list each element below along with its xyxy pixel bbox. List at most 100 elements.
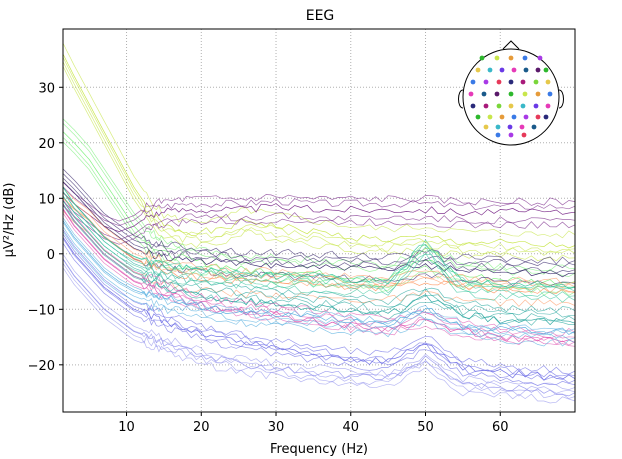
head-outline — [462, 48, 560, 146]
sensor-dot — [507, 124, 513, 130]
psd-channel-line — [62, 199, 576, 336]
x-tick-label: 10 — [118, 420, 135, 435]
psd-channel-line — [62, 236, 576, 381]
sensor-dot — [545, 103, 551, 109]
psd-channel-line — [62, 61, 576, 256]
psd-channel-line — [62, 186, 576, 289]
psd-channel-line — [62, 187, 576, 286]
psd-channel-line — [62, 212, 576, 347]
psd-channel-line — [62, 53, 576, 249]
nose-marker — [502, 40, 520, 50]
sensor-dot — [483, 124, 489, 130]
sensor-dot — [522, 91, 528, 97]
psd-channel-line — [62, 168, 576, 265]
sensor-dot — [481, 91, 487, 97]
y-axis-ticks: −20 −10 0 10 20 30 — [28, 81, 63, 374]
x-tick-label: 40 — [342, 420, 359, 435]
sensor-head-map — [458, 40, 564, 146]
psd-channel-line — [62, 57, 576, 253]
sensor-dot — [521, 132, 527, 138]
psd-channel-line — [62, 196, 576, 293]
sensor-dots — [468, 55, 553, 138]
psd-channel-line — [62, 195, 576, 297]
sensor-dot — [531, 124, 537, 130]
plot-frame — [62, 28, 576, 413]
sensor-dot — [470, 79, 476, 85]
sensor-dot — [543, 114, 549, 120]
x-axis-ticks: 10 20 30 40 50 60 — [118, 412, 509, 435]
sensor-dot — [483, 103, 489, 109]
sensor-dot — [479, 55, 485, 61]
x-tick-label: 60 — [492, 420, 509, 435]
sensor-dot — [470, 103, 476, 109]
sensor-dot — [511, 114, 517, 120]
psd-channel-line — [62, 229, 576, 375]
sensor-dot — [547, 91, 553, 97]
y-tick-label: 30 — [38, 81, 55, 96]
sensor-dot — [511, 67, 517, 73]
sensor-dot — [543, 67, 549, 73]
sensor-dot — [535, 67, 541, 73]
psd-channel-line — [62, 231, 576, 347]
sensor-dot — [520, 103, 526, 109]
psd-channel-line — [62, 43, 576, 239]
psd-channel-line — [62, 243, 576, 386]
sensor-dot — [508, 79, 514, 85]
psd-channel-line — [62, 186, 576, 226]
sensor-dot — [508, 103, 514, 109]
sensor-dot — [487, 114, 493, 120]
psd-series — [62, 43, 576, 404]
psd-channel-line — [62, 181, 576, 222]
sensor-dot — [468, 91, 474, 97]
psd-channel-line — [62, 220, 576, 335]
psd-channel-line — [62, 192, 576, 232]
y-tick-label: −10 — [28, 303, 55, 318]
left-ear — [458, 89, 464, 109]
chart-title: EEG — [306, 8, 335, 24]
sensor-dot — [487, 67, 493, 73]
sensor-dot — [523, 114, 529, 120]
psd-channel-line — [62, 173, 576, 269]
psd-channel-line — [62, 200, 576, 303]
sensor-dot — [494, 55, 500, 61]
sensor-dot — [535, 114, 541, 120]
psd-channel-line — [62, 217, 576, 332]
sensor-dot — [545, 79, 551, 85]
psd-channel-line — [62, 205, 576, 245]
psd-channel-line — [62, 258, 576, 394]
sensor-dot — [508, 91, 514, 97]
y-tick-label: 20 — [38, 137, 55, 152]
sensor-dot — [533, 79, 539, 85]
sensor-dot — [522, 55, 528, 61]
sensor-dot — [499, 67, 505, 73]
psd-channel-line — [62, 204, 576, 326]
psd-channel-line — [62, 259, 576, 397]
y-tick-label: 0 — [47, 248, 55, 263]
sensor-dot — [523, 67, 529, 73]
sensor-dot — [520, 79, 526, 85]
psd-channel-line — [62, 267, 576, 404]
psd-channel-line — [62, 222, 576, 336]
sensor-dot — [495, 132, 501, 138]
x-tick-label: 30 — [268, 420, 285, 435]
sensor-dot — [508, 132, 514, 138]
right-ear — [558, 89, 564, 109]
sensor-dot — [494, 91, 500, 97]
x-tick-label: 50 — [417, 420, 434, 435]
sensor-dot — [519, 124, 525, 130]
psd-channel-line — [62, 66, 576, 262]
psd-channel-line — [62, 233, 576, 378]
psd-channel-line — [62, 137, 576, 290]
sensor-dot — [533, 103, 539, 109]
psd-channel-line — [62, 118, 576, 272]
psd-channel-line — [62, 208, 576, 346]
y-axis-label: µV²/Hz (dB) — [2, 183, 17, 258]
psd-channel-line — [62, 253, 576, 390]
sensor-dot — [499, 114, 505, 120]
psd-channel-line — [62, 238, 576, 384]
x-tick-label: 20 — [193, 420, 210, 435]
psd-channel-line — [62, 123, 576, 277]
sensor-dot — [537, 55, 543, 61]
y-tick-label: 10 — [38, 192, 55, 207]
